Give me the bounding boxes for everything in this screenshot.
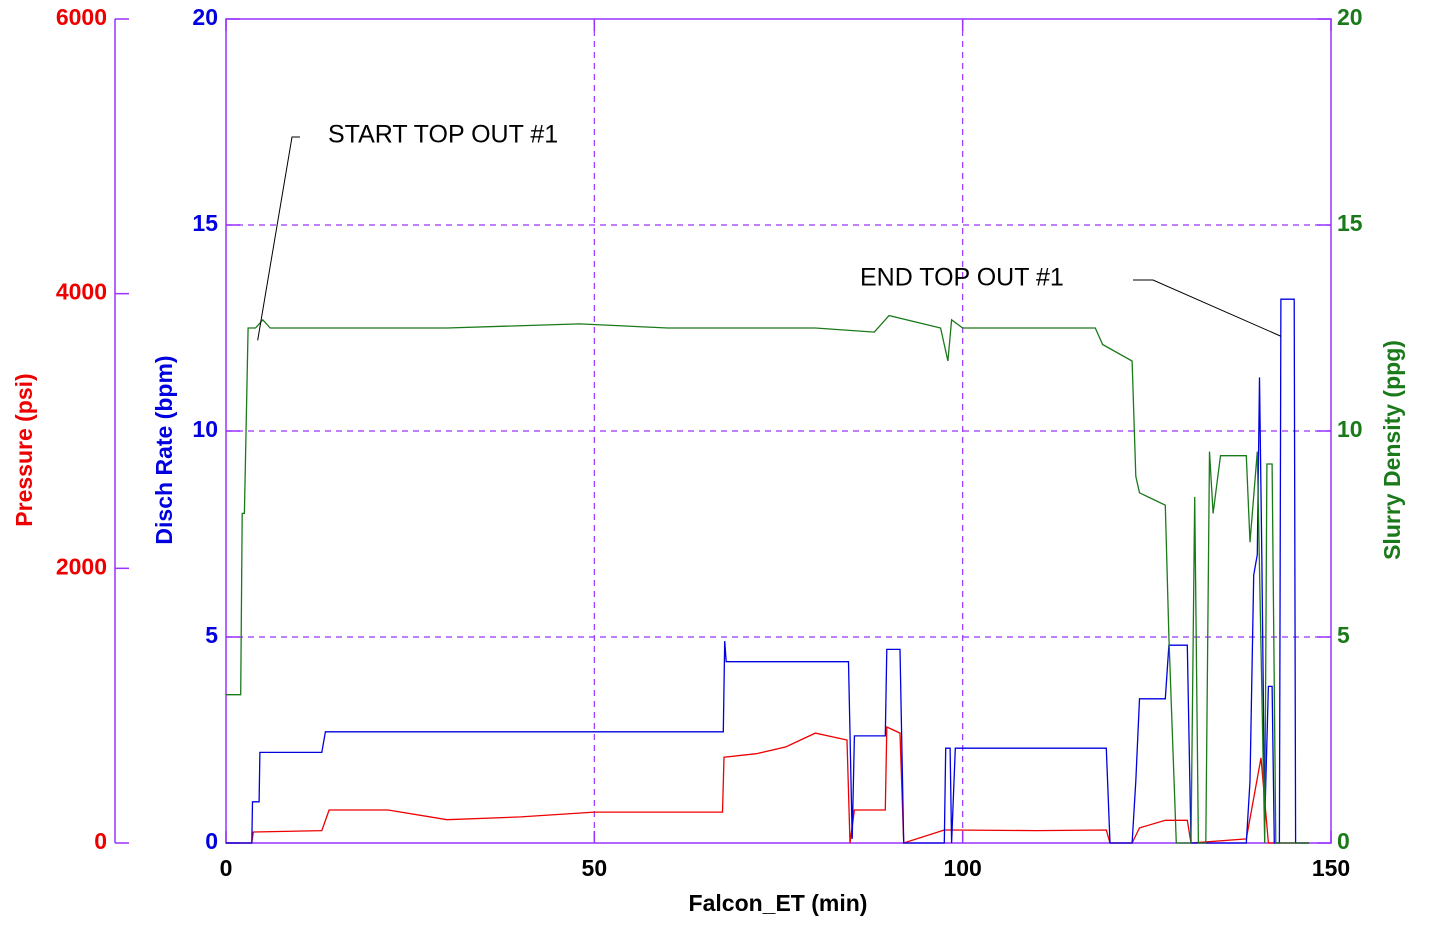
annotation-leader (1133, 279, 1282, 337)
x-tick-label: 0 (220, 855, 233, 881)
y-tick-label: 15 (192, 210, 218, 236)
x-axis-label: Falcon_ET (min) (689, 890, 868, 916)
annotation-leader (257, 136, 300, 341)
y3-axis-label: Pressure (psi) (11, 373, 37, 526)
y-tick-label: 20 (192, 4, 218, 30)
y2-axis-label: Slurry Density (ppg) (1379, 340, 1405, 560)
y3-tick-label: 2000 (56, 553, 107, 579)
x-tick-label: 150 (1312, 855, 1350, 881)
series-line (226, 314, 1309, 844)
y3-tick-label: 0 (94, 828, 107, 854)
y-tick-label: 5 (205, 622, 218, 648)
y2-tick-label: 5 (1337, 622, 1350, 648)
series-line (226, 725, 1309, 844)
y2-tick-label: 0 (1337, 828, 1350, 854)
annotation: START TOP OUT #1 (328, 121, 558, 149)
y2-tick-label: 10 (1337, 416, 1363, 442)
x-tick-label: 100 (943, 855, 981, 881)
y2-tick-label: 15 (1337, 210, 1363, 236)
y-tick-label: 0 (205, 828, 218, 854)
y3-tick-label: 6000 (56, 4, 107, 30)
series-line (226, 298, 1309, 844)
y2-tick-label: 20 (1337, 4, 1363, 30)
y3-tick-label: 4000 (56, 279, 107, 305)
y-axis-label: Disch Rate (bpm) (151, 355, 177, 544)
annotation: END TOP OUT #1 (860, 264, 1064, 292)
x-tick-label: 50 (582, 855, 608, 881)
y-tick-label: 10 (192, 416, 218, 442)
